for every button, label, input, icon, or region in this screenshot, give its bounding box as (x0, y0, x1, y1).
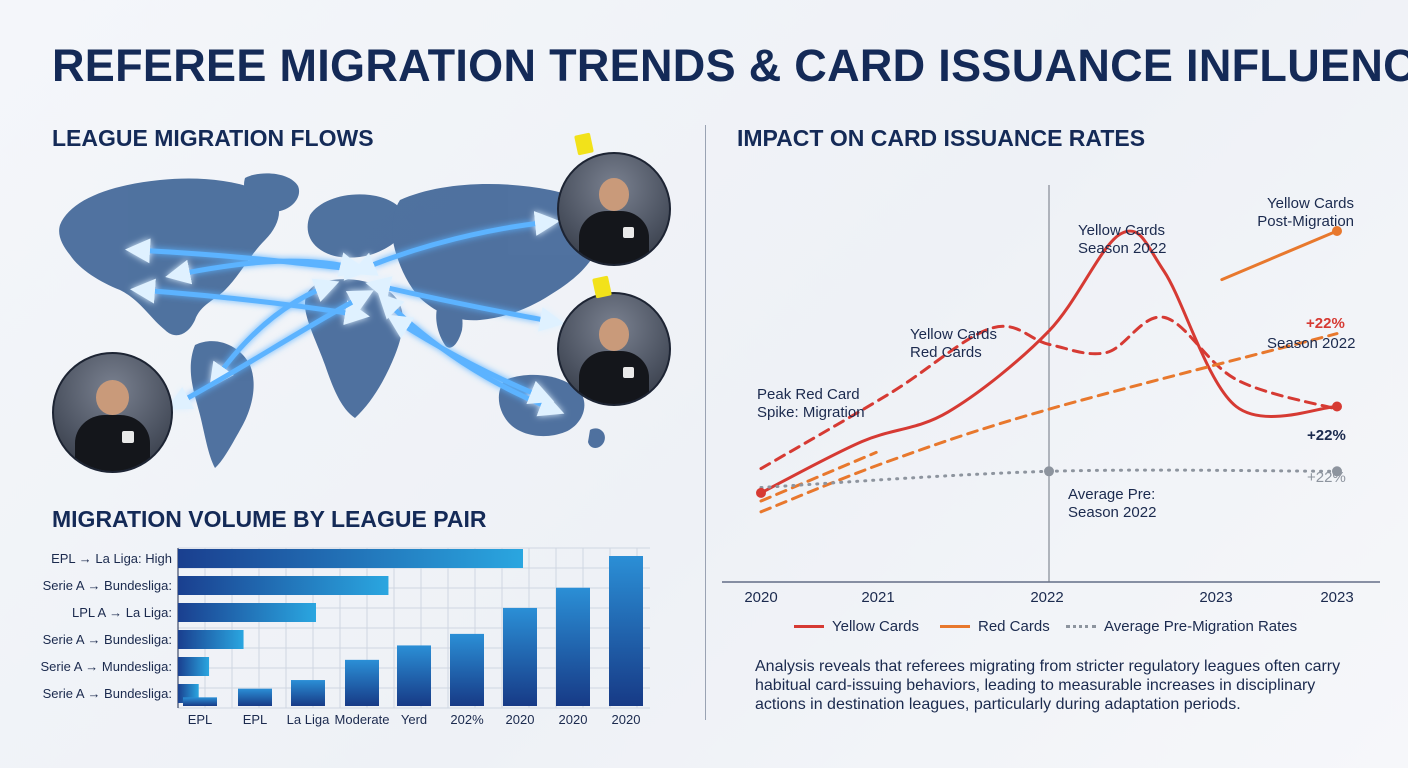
series-line (1220, 229, 1339, 282)
vbar (183, 697, 217, 706)
annotation-yellow-season: Yellow Cards Season 2022 (1078, 222, 1167, 257)
data-point (1332, 401, 1342, 412)
flow-arrow (165, 252, 365, 285)
hbar-label: Serie A → Mundesliga: (40, 659, 172, 674)
hbar-label: LPL A → La Liga: (72, 605, 172, 620)
legend-swatch (940, 625, 970, 628)
series-line (759, 450, 878, 503)
section-divider (705, 125, 706, 720)
pct-label-black: +22% (1307, 427, 1346, 444)
bars-section-title: MIGRATION VOLUME BY LEAGUE PAIR (52, 506, 487, 532)
flow-arrow (350, 211, 560, 276)
referee-body (75, 414, 150, 471)
vbar (345, 659, 379, 706)
migration-volume-chart (177, 547, 650, 709)
legend-swatch (1066, 625, 1096, 628)
legend-yellow-cards: Yellow Cards (794, 618, 919, 635)
x-tick-label: 2022 (1030, 589, 1064, 606)
vbar-label: EPL (242, 712, 268, 727)
vbar (238, 688, 272, 706)
page-title: REFEREE MIGRATION TRENDS & CARD ISSUANCE… (52, 40, 1408, 91)
x-tick-label: 2023 (1320, 589, 1354, 606)
vbar (291, 680, 325, 706)
annotation-post-migration: Yellow Cards Post-Migration (1257, 195, 1354, 230)
hbar (178, 630, 244, 649)
vbar-label: 202% (450, 712, 484, 727)
hbar-label: Serie A → Bundesliga: (42, 632, 172, 647)
referee-badge (622, 366, 634, 378)
referee-photo-middle (557, 292, 671, 406)
hbar (178, 603, 316, 622)
x-tick-label: 2020 (744, 589, 778, 606)
x-tick-label: 2023 (1199, 589, 1233, 606)
vbar (609, 556, 643, 706)
hbar (178, 657, 210, 676)
referee-head (96, 379, 129, 415)
referee-body (578, 351, 650, 404)
referee-head (598, 178, 630, 212)
pct-label-gray: +22% (1307, 469, 1346, 486)
data-point (756, 487, 766, 498)
vbar-label: 2020 (505, 712, 535, 727)
series-line (759, 332, 1339, 514)
series-markers (756, 226, 1342, 498)
flow-arrow (166, 290, 374, 410)
referee-photo-top (557, 152, 671, 266)
migration-flows (125, 211, 565, 417)
legend-swatch (794, 625, 824, 628)
legend-average: Average Pre-Migration Rates (1066, 618, 1297, 635)
series-line (759, 229, 1339, 495)
horizontal-bars (178, 549, 523, 703)
vbar-label: La Liga (286, 712, 330, 727)
vbar (503, 607, 537, 706)
referee-photo-left (52, 352, 173, 473)
referee-badge (121, 431, 134, 443)
series-line (759, 315, 1339, 471)
annotation-average: Average Pre: Season 2022 (1068, 486, 1157, 521)
greenland-shape (244, 173, 300, 212)
analysis-summary: Analysis reveals that referees migrating… (755, 658, 1341, 713)
referee-badge (622, 226, 634, 238)
map-section-title: LEAGUE MIGRATION FLOWS (52, 125, 374, 151)
islands-shape (588, 428, 605, 448)
annotation-yellow-red: Yellow Cards Red Cards (910, 326, 997, 361)
lines-section-title: IMPACT ON CARD ISSUANCE RATES (737, 125, 1146, 151)
vbar (450, 633, 484, 706)
data-point (1332, 466, 1342, 477)
vbar-label: Yerd (400, 712, 428, 727)
hbar-label: Serie A → Bundesliga: (42, 686, 172, 701)
migration-map (59, 173, 605, 468)
vbar-label: 2020 (611, 712, 641, 727)
flow-arrow (386, 314, 555, 405)
legend-red-cards: Red Cards (940, 618, 1050, 635)
hbar (178, 549, 523, 568)
hbar-label: EPL → La Liga: High (51, 551, 172, 566)
x-tick-label: 2021 (861, 589, 895, 606)
annotation-season-2022: Season 2022 (1267, 335, 1356, 352)
annotation-peak-red: Peak Red Card Spike: Migration (757, 386, 865, 421)
hbar (178, 576, 389, 595)
hbar-label: Serie A → Bundesliga: (42, 578, 172, 593)
data-point (1332, 226, 1342, 236)
vbar (556, 587, 590, 706)
referee-body (578, 211, 650, 264)
pct-label-red: +22% (1306, 315, 1345, 332)
referee-head (598, 318, 630, 352)
data-point (1044, 466, 1054, 477)
vbar-label: Moderate (334, 712, 390, 727)
vertical-bars (183, 556, 643, 706)
vbar-label: 2020 (558, 712, 588, 727)
vbar-label: EPL (187, 712, 213, 727)
vbar (397, 645, 431, 706)
